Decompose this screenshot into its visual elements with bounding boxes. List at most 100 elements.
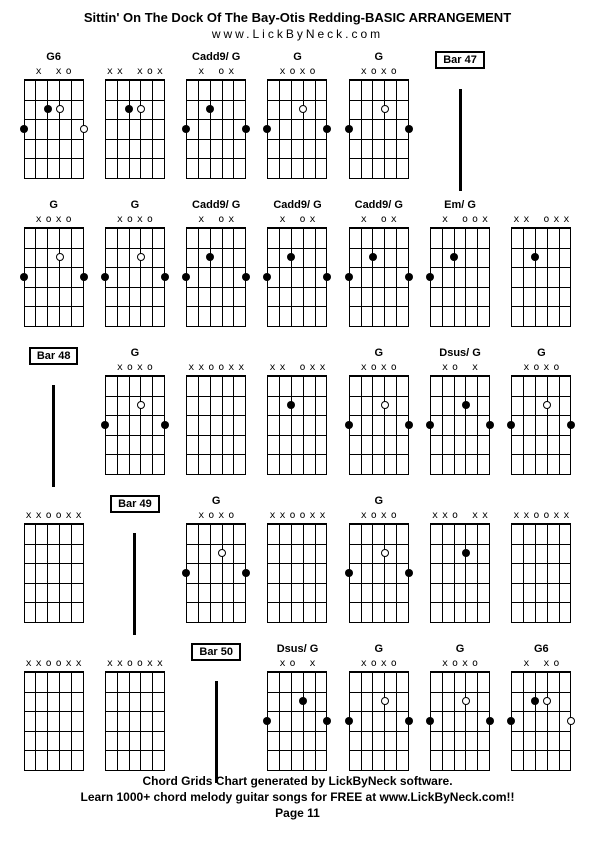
string-markers: xoxo [349, 363, 409, 375]
finger-dot-icon [161, 421, 169, 429]
finger-dot-icon [426, 421, 434, 429]
grid-cell: Dsus/ Gxox [262, 643, 333, 783]
finger-dot-icon [263, 717, 271, 725]
fretboard [186, 79, 246, 179]
string-markers: xoxo [349, 659, 409, 671]
string-markers: xoxo [511, 363, 571, 375]
fretboard [186, 523, 246, 623]
finger-dot-icon [323, 717, 331, 725]
string-markers: xxoxx [430, 511, 490, 523]
string-markers: xox [267, 659, 327, 671]
chord-label: Cadd9/ G [273, 199, 321, 213]
fretboard [267, 227, 327, 327]
finger-dot-icon [405, 569, 413, 577]
finger-dot-icon [242, 273, 250, 281]
fretboard [430, 375, 490, 475]
grid-cell: Gxoxo [99, 347, 170, 487]
chord-label: G [212, 495, 221, 509]
finger-dot-icon [80, 125, 88, 133]
chord-label: Cadd9/ G [192, 199, 240, 213]
grid-cell: Cadd9/ G xox [343, 199, 414, 339]
finger-dot-icon [345, 717, 353, 725]
grid-cell: xxooxx [262, 495, 333, 635]
fretboard [349, 227, 409, 327]
grid-cell: Gxoxo [181, 495, 252, 635]
bar-label: Bar 47 [435, 51, 485, 69]
chord-label: G [537, 347, 546, 361]
finger-dot-icon [507, 421, 515, 429]
grid-cell: Bar 47 [424, 51, 495, 191]
finger-dot-icon [80, 273, 88, 281]
fretboard [349, 79, 409, 179]
finger-dot-icon [182, 273, 190, 281]
fretboard [105, 671, 165, 771]
grid-cell: xxoxx [506, 199, 577, 339]
fretboard [24, 79, 84, 179]
fretboard [24, 671, 84, 771]
fretboard [511, 523, 571, 623]
finger-dot-icon [101, 421, 109, 429]
string-markers: xoxo [186, 511, 246, 523]
chord-label: Cadd9/ G [355, 199, 403, 213]
finger-dot-icon [44, 105, 52, 113]
page-footer: Chord Grids Chart generated by LickByNec… [0, 772, 595, 822]
bar-divider-icon [52, 385, 55, 487]
grid-cell: Cadd9/ Gxox [181, 51, 252, 191]
chord-label: G [375, 495, 384, 509]
string-markers: xoxo [105, 363, 165, 375]
finger-dot-icon [242, 569, 250, 577]
string-markers: xoxo [105, 215, 165, 227]
grid-cell: Cadd9/ Gxox [262, 199, 333, 339]
finger-dot-icon [299, 105, 307, 113]
grid-cell: xxooxx [18, 495, 89, 635]
grid-cell: G6xxo [506, 643, 577, 783]
finger-dot-icon [161, 273, 169, 281]
string-markers: xxo [511, 659, 571, 671]
fretboard [430, 227, 490, 327]
finger-dot-icon [206, 105, 214, 113]
fretboard [430, 523, 490, 623]
string-markers: xox [186, 215, 246, 227]
grid-cell: Gxoxo [343, 347, 414, 487]
finger-dot-icon [56, 253, 64, 261]
fretboard [24, 523, 84, 623]
fretboard [105, 375, 165, 475]
finger-dot-icon [20, 125, 28, 133]
finger-dot-icon [345, 273, 353, 281]
page-number: Page 11 [0, 806, 595, 820]
grid-cell: Bar 50 [181, 643, 252, 783]
finger-dot-icon [381, 549, 389, 557]
finger-dot-icon [218, 549, 226, 557]
chord-label: G [375, 347, 384, 361]
bar-divider-icon [459, 89, 462, 191]
string-markers: xoxo [349, 511, 409, 523]
finger-dot-icon [345, 569, 353, 577]
finger-dot-icon [405, 421, 413, 429]
grid-cell: xxooxx [99, 643, 170, 783]
finger-dot-icon [567, 421, 575, 429]
fretboard [105, 227, 165, 327]
fretboard [105, 79, 165, 179]
finger-dot-icon [462, 401, 470, 409]
string-markers: xox [186, 67, 246, 79]
finger-dot-icon [242, 125, 250, 133]
string-markers: xxooxx [24, 511, 84, 523]
grid-cell: G6xxo [18, 51, 89, 191]
finger-dot-icon [381, 401, 389, 409]
string-markers: xxxox [105, 67, 165, 79]
page-title: Sittin' On The Dock Of The Bay-Otis Redd… [10, 10, 585, 25]
fretboard [511, 227, 571, 327]
chord-label: G [375, 643, 384, 657]
finger-dot-icon [381, 105, 389, 113]
string-markers: xox [349, 215, 409, 227]
string-markers: xxo [24, 67, 84, 79]
grid-cell: Gxoxo [343, 643, 414, 783]
finger-dot-icon [323, 273, 331, 281]
finger-dot-icon [405, 125, 413, 133]
string-markers: xxooxx [24, 659, 84, 671]
string-markers: xoxo [24, 215, 84, 227]
chord-label: Em/ G [444, 199, 476, 213]
finger-dot-icon [405, 717, 413, 725]
grid-cell: Gxoxo [18, 199, 89, 339]
finger-dot-icon [206, 253, 214, 261]
